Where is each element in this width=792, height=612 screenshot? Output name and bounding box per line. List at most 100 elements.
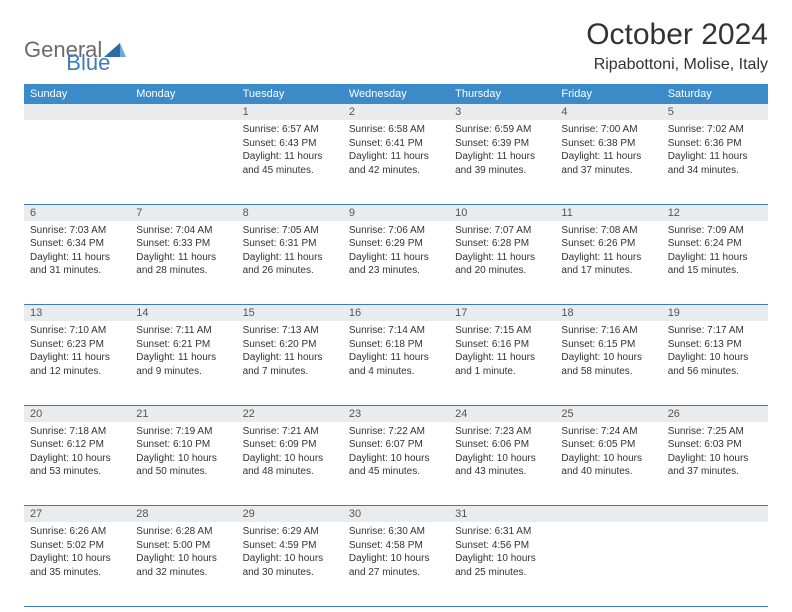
day-detail-cell: Sunrise: 6:30 AMSunset: 4:58 PMDaylight:… [343, 522, 449, 606]
daylight-text: Daylight: 10 hours and 37 minutes. [668, 452, 762, 479]
day-number-cell: 20 [24, 405, 130, 422]
sunrise-text: Sunrise: 7:14 AM [349, 324, 443, 338]
sunrise-text: Sunrise: 7:07 AM [455, 224, 549, 238]
day-number-cell: 31 [449, 506, 555, 523]
sunrise-text: Sunrise: 6:29 AM [243, 525, 337, 539]
daylight-text: Daylight: 11 hours and 34 minutes. [668, 150, 762, 177]
day-detail: Sunrise: 7:08 AMSunset: 6:26 PMDaylight:… [561, 224, 655, 278]
daylight-text: Daylight: 11 hours and 7 minutes. [243, 351, 337, 378]
location: Ripabottoni, Molise, Italy [586, 56, 768, 74]
day-detail: Sunrise: 6:58 AMSunset: 6:41 PMDaylight:… [349, 123, 443, 177]
daylight-text: Daylight: 10 hours and 56 minutes. [668, 351, 762, 378]
sunset-text: Sunset: 6:05 PM [561, 438, 655, 452]
sunset-text: Sunset: 6:20 PM [243, 338, 337, 352]
sunrise-text: Sunrise: 7:15 AM [455, 324, 549, 338]
week-detail-row: Sunrise: 7:10 AMSunset: 6:23 PMDaylight:… [24, 321, 768, 405]
day-detail: Sunrise: 6:30 AMSunset: 4:58 PMDaylight:… [349, 525, 443, 579]
daylight-text: Daylight: 10 hours and 27 minutes. [349, 552, 443, 579]
day-detail-cell: Sunrise: 7:10 AMSunset: 6:23 PMDaylight:… [24, 321, 130, 405]
sunset-text: Sunset: 6:31 PM [243, 237, 337, 251]
sunrise-text: Sunrise: 7:08 AM [561, 224, 655, 238]
sunset-text: Sunset: 6:34 PM [30, 237, 124, 251]
day-detail-cell: Sunrise: 6:31 AMSunset: 4:56 PMDaylight:… [449, 522, 555, 606]
sunrise-text: Sunrise: 7:09 AM [668, 224, 762, 238]
day-number-cell: 12 [662, 204, 768, 221]
sunset-text: Sunset: 6:33 PM [136, 237, 230, 251]
day-detail-cell: Sunrise: 7:04 AMSunset: 6:33 PMDaylight:… [130, 221, 236, 305]
day-number-cell: 24 [449, 405, 555, 422]
day-detail: Sunrise: 7:17 AMSunset: 6:13 PMDaylight:… [668, 324, 762, 378]
day-detail-cell: Sunrise: 7:17 AMSunset: 6:13 PMDaylight:… [662, 321, 768, 405]
sunset-text: Sunset: 6:12 PM [30, 438, 124, 452]
day-number-cell: 6 [24, 204, 130, 221]
sunrise-text: Sunrise: 7:06 AM [349, 224, 443, 238]
dow-header-cell: Thursday [449, 84, 555, 104]
day-detail: Sunrise: 7:06 AMSunset: 6:29 PMDaylight:… [349, 224, 443, 278]
sunrise-text: Sunrise: 7:11 AM [136, 324, 230, 338]
daynum-row: 20212223242526 [24, 405, 768, 422]
sunset-text: Sunset: 6:28 PM [455, 237, 549, 251]
sunrise-text: Sunrise: 7:25 AM [668, 425, 762, 439]
sunset-text: Sunset: 6:38 PM [561, 137, 655, 151]
dow-header-cell: Sunday [24, 84, 130, 104]
daylight-text: Daylight: 10 hours and 40 minutes. [561, 452, 655, 479]
daylight-text: Daylight: 11 hours and 12 minutes. [30, 351, 124, 378]
daylight-text: Daylight: 10 hours and 35 minutes. [30, 552, 124, 579]
day-number-cell: 19 [662, 305, 768, 322]
day-detail-cell: Sunrise: 7:13 AMSunset: 6:20 PMDaylight:… [237, 321, 343, 405]
day-detail-cell: Sunrise: 7:21 AMSunset: 6:09 PMDaylight:… [237, 422, 343, 506]
dow-header-cell: Saturday [662, 84, 768, 104]
day-detail-cell [555, 522, 661, 606]
daynum-row: 12345 [24, 104, 768, 120]
dow-header-cell: Tuesday [237, 84, 343, 104]
day-number-cell: 29 [237, 506, 343, 523]
sunrise-text: Sunrise: 6:28 AM [136, 525, 230, 539]
day-number-cell: 26 [662, 405, 768, 422]
day-detail-cell: Sunrise: 7:05 AMSunset: 6:31 PMDaylight:… [237, 221, 343, 305]
day-number-cell: 11 [555, 204, 661, 221]
sunset-text: Sunset: 6:15 PM [561, 338, 655, 352]
day-detail: Sunrise: 7:24 AMSunset: 6:05 PMDaylight:… [561, 425, 655, 479]
day-detail-cell: Sunrise: 6:57 AMSunset: 6:43 PMDaylight:… [237, 120, 343, 204]
sunset-text: Sunset: 4:59 PM [243, 539, 337, 553]
dow-header-row: SundayMondayTuesdayWednesdayThursdayFrid… [24, 84, 768, 104]
week-detail-row: Sunrise: 7:03 AMSunset: 6:34 PMDaylight:… [24, 221, 768, 305]
day-detail: Sunrise: 7:19 AMSunset: 6:10 PMDaylight:… [136, 425, 230, 479]
day-number-cell: 17 [449, 305, 555, 322]
day-detail-cell: Sunrise: 6:26 AMSunset: 5:02 PMDaylight:… [24, 522, 130, 606]
day-number-cell: 2 [343, 104, 449, 120]
header: General Blue October 2024 Ripabottoni, M… [24, 18, 768, 76]
day-detail-cell: Sunrise: 7:09 AMSunset: 6:24 PMDaylight:… [662, 221, 768, 305]
day-number-cell: 30 [343, 506, 449, 523]
sunrise-text: Sunrise: 7:05 AM [243, 224, 337, 238]
daylight-text: Daylight: 11 hours and 9 minutes. [136, 351, 230, 378]
day-detail-cell: Sunrise: 7:24 AMSunset: 6:05 PMDaylight:… [555, 422, 661, 506]
sunrise-text: Sunrise: 6:30 AM [349, 525, 443, 539]
day-number-cell: 13 [24, 305, 130, 322]
daylight-text: Daylight: 10 hours and 32 minutes. [136, 552, 230, 579]
sunset-text: Sunset: 6:06 PM [455, 438, 549, 452]
sunrise-text: Sunrise: 6:57 AM [243, 123, 337, 137]
sunset-text: Sunset: 4:56 PM [455, 539, 549, 553]
daylight-text: Daylight: 11 hours and 17 minutes. [561, 251, 655, 278]
day-number-cell [130, 104, 236, 120]
daylight-text: Daylight: 11 hours and 45 minutes. [243, 150, 337, 177]
sunrise-text: Sunrise: 7:16 AM [561, 324, 655, 338]
day-detail: Sunrise: 6:26 AMSunset: 5:02 PMDaylight:… [30, 525, 124, 579]
day-number-cell: 7 [130, 204, 236, 221]
daylight-text: Daylight: 10 hours and 50 minutes. [136, 452, 230, 479]
day-detail: Sunrise: 7:10 AMSunset: 6:23 PMDaylight:… [30, 324, 124, 378]
sunset-text: Sunset: 6:26 PM [561, 237, 655, 251]
sunset-text: Sunset: 4:58 PM [349, 539, 443, 553]
daylight-text: Daylight: 10 hours and 48 minutes. [243, 452, 337, 479]
day-number-cell: 18 [555, 305, 661, 322]
day-detail: Sunrise: 6:28 AMSunset: 5:00 PMDaylight:… [136, 525, 230, 579]
day-number-cell [662, 506, 768, 523]
day-detail-cell: Sunrise: 7:07 AMSunset: 6:28 PMDaylight:… [449, 221, 555, 305]
day-detail: Sunrise: 7:25 AMSunset: 6:03 PMDaylight:… [668, 425, 762, 479]
day-detail-cell: Sunrise: 7:19 AMSunset: 6:10 PMDaylight:… [130, 422, 236, 506]
sunset-text: Sunset: 6:13 PM [668, 338, 762, 352]
sunrise-text: Sunrise: 6:58 AM [349, 123, 443, 137]
sunset-text: Sunset: 6:29 PM [349, 237, 443, 251]
daylight-text: Daylight: 11 hours and 42 minutes. [349, 150, 443, 177]
